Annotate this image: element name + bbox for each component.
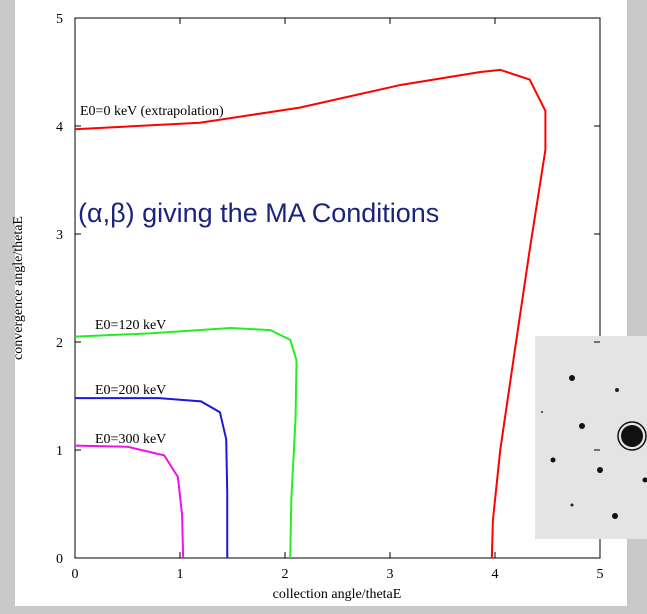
x-tick-label: 1: [177, 567, 184, 582]
y-tick-label: 0: [56, 552, 63, 567]
plot-background: [15, 0, 627, 606]
series-label: E0=300 keV: [95, 432, 166, 447]
y-tick-label: 2: [56, 336, 63, 351]
series-label: E0=0 keV (extrapolation): [80, 104, 224, 119]
annotation: (α,β) giving the MA Conditions: [78, 198, 439, 228]
y-axis-label: convergence angle/thetaE: [11, 216, 26, 360]
x-tick-label: 4: [492, 567, 499, 582]
y-tick-label: 3: [56, 228, 63, 243]
series-label: E0=120 keV: [95, 318, 166, 333]
series-label: E0=200 keV: [95, 383, 166, 398]
y-tick-label: 5: [56, 12, 63, 27]
x-axis-label: collection angle/thetaE: [273, 587, 402, 602]
series-line: [74, 444, 185, 559]
series-line: [75, 397, 229, 558]
series-line: [74, 326, 298, 559]
x-tick-label: 2: [282, 567, 289, 582]
series-line: [74, 68, 547, 559]
x-tick-label: 0: [72, 567, 79, 582]
x-tick-label: 5: [597, 567, 604, 582]
x-tick-label: 3: [387, 567, 394, 582]
y-tick-label: 1: [56, 444, 63, 459]
diffraction-inset: [535, 336, 647, 539]
plot-frame: [74, 17, 601, 559]
y-tick-label: 4: [56, 120, 63, 135]
